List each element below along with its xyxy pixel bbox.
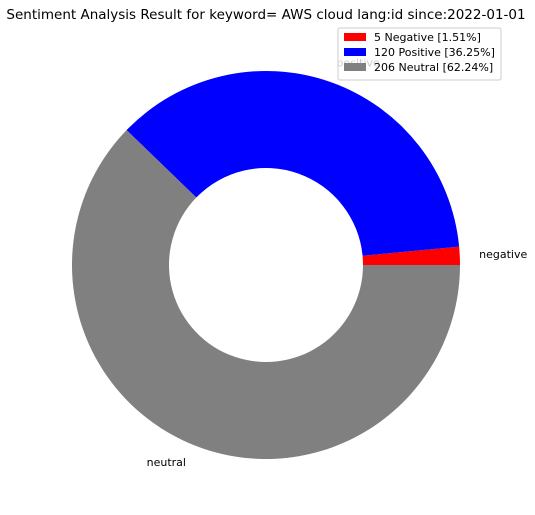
legend-items: 5 Negative [1.51%] 120 Positive [36.25%] 2… bbox=[344, 31, 495, 74]
legend-entry-positive: 120 Positive [36.25%] bbox=[374, 46, 495, 59]
legend-swatch-neutral bbox=[344, 63, 366, 71]
slice-positive bbox=[126, 71, 460, 256]
slice-label-neutral: neutral bbox=[147, 456, 186, 469]
slices bbox=[72, 71, 461, 459]
legend: 5 Negative [1.51%] 120 Positive [36.25%] 2… bbox=[337, 27, 502, 81]
legend-frame bbox=[337, 27, 502, 81]
slice-negative bbox=[362, 246, 460, 265]
chart-title: Sentiment Analysis Result for keyword= A… bbox=[6, 7, 525, 23]
legend-entry-negative: 5 Negative [1.51%] bbox=[374, 31, 481, 44]
slice-neutral bbox=[72, 130, 461, 459]
slice-label-negative: negative bbox=[479, 248, 527, 261]
legend-swatch-positive bbox=[344, 48, 366, 56]
legend-swatch-negative bbox=[344, 33, 366, 41]
legend-entry-neutral: 206 Neutral [62.24%] bbox=[374, 61, 493, 74]
